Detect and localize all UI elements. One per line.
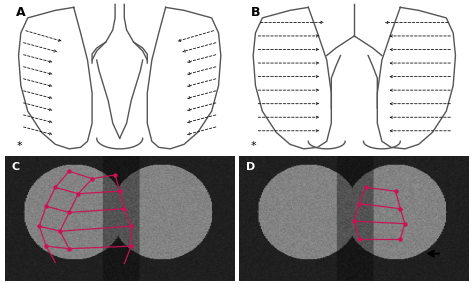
Text: D: D bbox=[246, 162, 255, 172]
Text: C: C bbox=[12, 162, 20, 172]
Text: *: * bbox=[251, 141, 256, 151]
Text: B: B bbox=[251, 6, 260, 19]
Text: A: A bbox=[16, 6, 26, 19]
Text: *: * bbox=[16, 141, 22, 151]
